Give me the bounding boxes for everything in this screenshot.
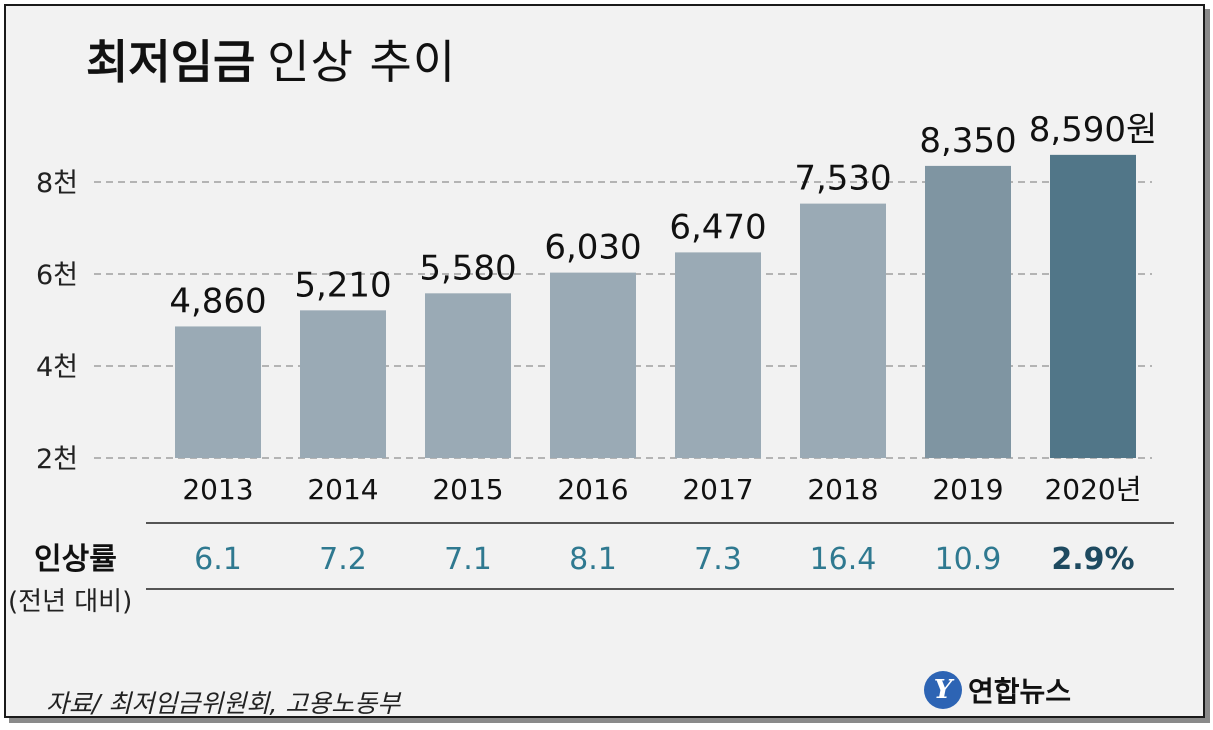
y-tick-label-2000: 2천 <box>36 444 78 475</box>
rate-value-2020년: 2.9% <box>1051 542 1134 577</box>
x-tick-label-2014: 2014 <box>307 473 378 506</box>
bar-2014 <box>300 310 386 458</box>
x-tick-label-2016: 2016 <box>557 473 628 506</box>
rate-value-2013: 6.1 <box>194 542 242 577</box>
yonhap-logo-icon: Y <box>924 671 962 709</box>
x-tick-label-2015: 2015 <box>432 473 503 506</box>
chart-title: 최저임금 인상 추이 <box>86 26 456 92</box>
x-tick-label-2019: 2019 <box>932 473 1003 506</box>
yonhap-logo-text: 연합뉴스 <box>968 675 1072 708</box>
rate-row-sublabel: (전년 대비) <box>8 587 132 617</box>
rate-value-2018: 16.4 <box>810 542 877 577</box>
bar-2017 <box>675 252 761 458</box>
x-tick-label-2020년: 2020년 <box>1044 473 1141 506</box>
value-label-2019: 8,350 <box>919 121 1016 161</box>
bar-2020년 <box>1050 154 1136 459</box>
x-tick-label-2018: 2018 <box>807 473 878 506</box>
value-label-2013: 4,860 <box>169 281 266 321</box>
title-bold: 최저임금 <box>86 35 256 89</box>
y-tick-label-4000: 4천 <box>36 352 78 383</box>
value-label-2020년: 8,590원 <box>1029 110 1158 150</box>
bar-2019 <box>925 165 1011 458</box>
rate-value-2014: 7.2 <box>319 542 367 577</box>
title-light: 인상 추이 <box>267 35 457 89</box>
rate-row-label: 인상률 <box>34 542 117 577</box>
bar-2018 <box>800 203 886 458</box>
x-tick-label-2013: 2013 <box>182 473 253 506</box>
rate-value-2017: 7.3 <box>694 542 742 577</box>
value-label-2015: 5,580 <box>419 248 516 288</box>
infographic-frame: 2천 4천 6천 8천 4,860 2013 5,210 2014 5,580 2015 6,030… <box>4 4 1205 718</box>
value-label-2016: 6,030 <box>544 228 641 268</box>
rate-value-2015: 7.1 <box>444 542 492 577</box>
y-tick-label-8000: 8천 <box>36 168 78 199</box>
source-note: 자료/ 최저임금위원회, 고용노동부 <box>46 689 401 718</box>
bar-2015 <box>425 293 511 458</box>
value-label-2014: 5,210 <box>294 265 391 305</box>
yonhap-logo: Y 연합뉴스 <box>924 670 1071 710</box>
value-label-2017: 6,470 <box>669 207 766 247</box>
rate-value-2019: 10.9 <box>935 542 1002 577</box>
value-label-2018: 7,530 <box>794 159 891 199</box>
minimum-wage-bar-chart: 2천 4천 6천 8천 4,860 2013 5,210 2014 5,580 2015 6,030… <box>8 110 1174 617</box>
y-tick-label-6000: 6천 <box>36 260 78 291</box>
bar-2016 <box>550 272 636 458</box>
x-tick-label-2017: 2017 <box>682 473 753 506</box>
bar-2013 <box>175 326 261 458</box>
rate-value-2016: 8.1 <box>569 542 617 577</box>
